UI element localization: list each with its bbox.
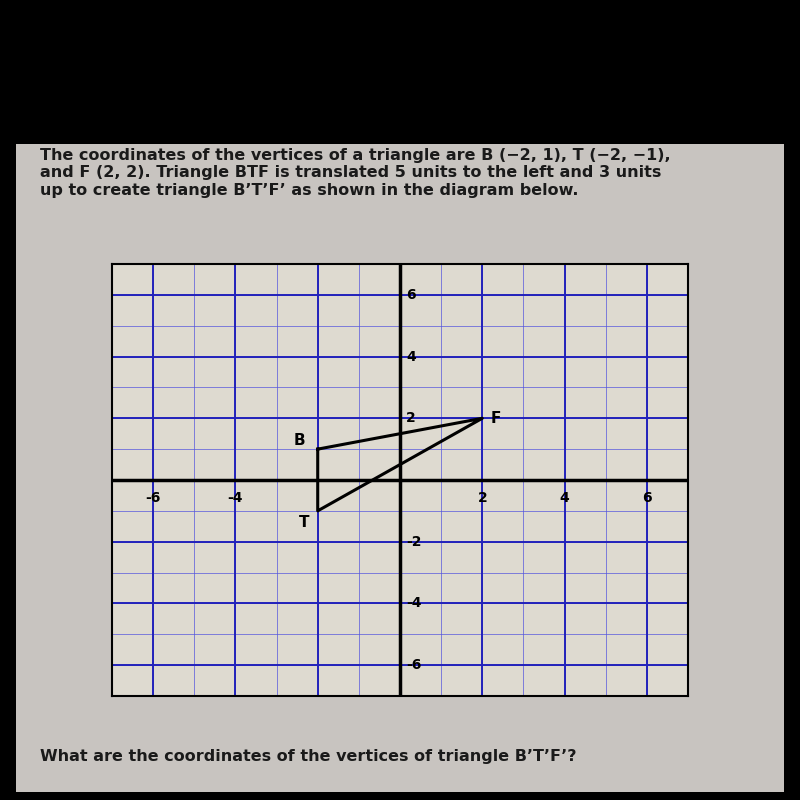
Text: 2: 2 <box>406 411 416 426</box>
Text: 6: 6 <box>642 490 652 505</box>
Text: -6: -6 <box>146 490 161 505</box>
Text: 4: 4 <box>406 350 416 363</box>
Text: B: B <box>294 433 306 448</box>
Text: -2: -2 <box>406 534 422 549</box>
Text: -4: -4 <box>228 490 243 505</box>
Text: 4: 4 <box>560 490 570 505</box>
Text: T: T <box>299 515 310 530</box>
Text: 2: 2 <box>478 490 487 505</box>
Text: -4: -4 <box>406 597 422 610</box>
Text: 6: 6 <box>406 288 416 302</box>
Text: What are the coordinates of the vertices of triangle B’T’F’?: What are the coordinates of the vertices… <box>40 749 577 764</box>
Text: -6: -6 <box>406 658 422 672</box>
Text: The coordinates of the vertices of a triangle are B (−2, 1), T (−2, −1),
and F (: The coordinates of the vertices of a tri… <box>40 148 670 198</box>
Text: F: F <box>490 410 501 426</box>
